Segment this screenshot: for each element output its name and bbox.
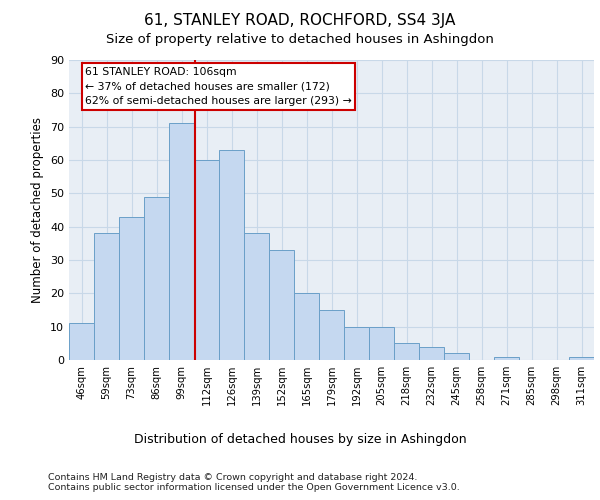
Text: Size of property relative to detached houses in Ashingdon: Size of property relative to detached ho… <box>106 32 494 46</box>
Bar <box>219 150 244 360</box>
Bar <box>369 326 394 360</box>
Bar <box>419 346 444 360</box>
Text: Distribution of detached houses by size in Ashingdon: Distribution of detached houses by size … <box>134 432 466 446</box>
Text: 61 STANLEY ROAD: 106sqm
← 37% of detached houses are smaller (172)
62% of semi-d: 61 STANLEY ROAD: 106sqm ← 37% of detache… <box>85 66 352 106</box>
Bar <box>494 356 519 360</box>
Bar <box>444 354 469 360</box>
Text: 61, STANLEY ROAD, ROCHFORD, SS4 3JA: 61, STANLEY ROAD, ROCHFORD, SS4 3JA <box>145 12 455 28</box>
Bar <box>244 234 269 360</box>
Bar <box>569 356 594 360</box>
Bar <box>294 294 319 360</box>
Bar <box>144 196 169 360</box>
Bar <box>94 234 119 360</box>
Bar <box>119 216 144 360</box>
Bar <box>344 326 369 360</box>
Bar <box>69 324 94 360</box>
Bar <box>269 250 294 360</box>
Bar <box>169 124 194 360</box>
Text: Contains HM Land Registry data © Crown copyright and database right 2024.
Contai: Contains HM Land Registry data © Crown c… <box>48 472 460 492</box>
Bar <box>394 344 419 360</box>
Bar <box>194 160 219 360</box>
Bar <box>319 310 344 360</box>
Y-axis label: Number of detached properties: Number of detached properties <box>31 117 44 303</box>
